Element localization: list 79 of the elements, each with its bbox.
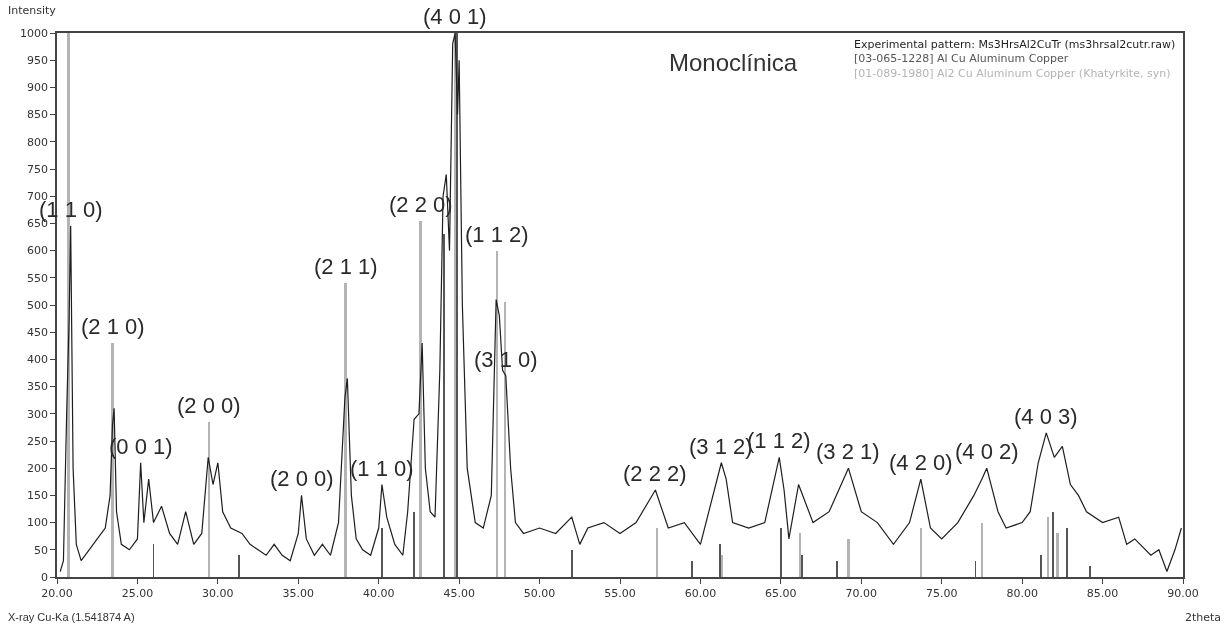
bar (413, 512, 415, 577)
bar (656, 528, 658, 577)
y-tick-label: 600 (27, 244, 49, 258)
bar (1040, 555, 1042, 577)
x-tick-label: 45.00 (443, 586, 475, 600)
x-tick-label: 60.00 (684, 586, 717, 600)
x-tick-label: 25.00 (121, 586, 154, 600)
y-tick-label: 1000 (20, 26, 49, 40)
y-axis-title: Intensity (8, 4, 57, 17)
bar (981, 523, 983, 577)
y-tick-label: 850 (27, 108, 49, 122)
x-tick-label: 70.00 (845, 586, 878, 600)
y-tick-label: 550 (27, 271, 49, 285)
annotation: (4 0 1) (423, 4, 487, 29)
text: X-ray Cu-Ka (1.541874 A) (8, 611, 135, 623)
bar (238, 555, 240, 577)
x-tick-label: 30.00 (202, 586, 234, 600)
y-tick-label: 350 (27, 380, 49, 394)
annotation: (2 0 0) (177, 393, 241, 418)
annotation: (2 1 0) (81, 314, 145, 339)
bar (920, 528, 922, 577)
bar (571, 550, 573, 577)
y-tick-label: 250 (27, 434, 49, 448)
y-tick-label: 300 (27, 407, 49, 421)
x-tick-label: 75.00 (925, 586, 958, 600)
bar (847, 539, 850, 577)
text: [01-089-1980] Al2 Cu Aluminum Copper (Khatyrkite, syn) (854, 66, 1171, 80)
bar (419, 221, 422, 577)
bar (443, 234, 445, 577)
y-tick-label: 50 (34, 543, 49, 557)
y-tick-label: 950 (27, 54, 49, 68)
x-tick-label: 50.00 (523, 586, 556, 600)
bar (208, 422, 210, 577)
y-tick-label: 750 (27, 162, 49, 176)
x-tick-label: 55.00 (604, 586, 636, 600)
bar (1052, 512, 1054, 577)
x-tick-label: 90.00 (1167, 586, 1199, 600)
y-tick-label: 0 (41, 570, 49, 584)
x-tick-label: 20.00 (41, 586, 73, 600)
annotation: (1 1 2) (465, 222, 529, 247)
bar (1089, 566, 1091, 577)
line-series (59, 33, 1182, 573)
text: [03-065-1228] Al Cu Aluminum Copper (854, 52, 1069, 66)
x-tick-label: 35.00 (282, 586, 315, 600)
x-axis-title: 2theta (1185, 611, 1222, 624)
x-tick-label: 40.00 (362, 586, 395, 600)
bar (1066, 528, 1068, 577)
bar (504, 302, 506, 577)
annotation: (2 1 1) (314, 254, 378, 279)
x-tick-label: 85.00 (1086, 586, 1119, 600)
text: Experimental pattern: Ms3HrsAl2CuTr (ms3hrsal2cutr.raw) (854, 38, 1176, 51)
y-tick-label: 100 (27, 516, 49, 530)
x-tick-label: 65.00 (765, 586, 797, 600)
bar (691, 561, 693, 577)
y-tick-label: 500 (27, 298, 49, 312)
y-tick-label: 800 (27, 135, 49, 149)
bar (801, 555, 803, 577)
annotation: (4 0 2) (955, 439, 1019, 464)
bar (780, 528, 782, 577)
y-tick-label: 450 (27, 326, 49, 340)
bar (1056, 533, 1059, 577)
bar (836, 561, 838, 577)
annotation: (3 2 1) (816, 439, 880, 464)
annotation: (2 2 2) (623, 461, 687, 486)
annotation: (4 2 0) (889, 450, 953, 475)
bar (344, 283, 347, 577)
y-tick-label: 900 (27, 81, 49, 95)
y-tick-label: 150 (27, 489, 49, 503)
bar (381, 528, 383, 577)
bar (496, 251, 498, 577)
bar (799, 533, 801, 577)
annotation: Monoclínica (669, 49, 798, 76)
x-tick-label: 80.00 (1006, 586, 1038, 600)
annotation: (2 0 0) (270, 466, 334, 491)
y-tick-label: 200 (27, 462, 49, 476)
y-tick-label: 400 (27, 353, 49, 367)
bar (1047, 517, 1049, 577)
bar (719, 544, 721, 577)
annotation: (4 0 3) (1014, 404, 1078, 429)
